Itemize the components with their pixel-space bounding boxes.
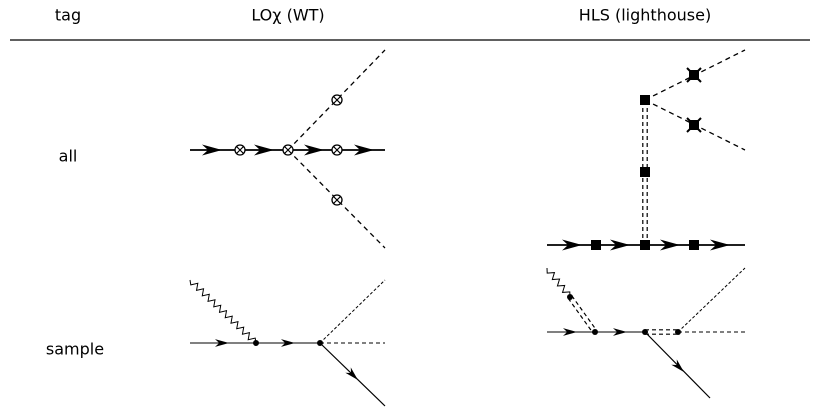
propagator bbox=[567, 297, 594, 334]
row-label: all bbox=[59, 147, 78, 166]
photon bbox=[546, 267, 571, 298]
square-vertex bbox=[591, 240, 601, 250]
vertex-dot bbox=[317, 340, 323, 346]
arrow-head bbox=[562, 239, 582, 251]
crossed-vertex-x bbox=[333, 96, 341, 104]
propagator bbox=[287, 149, 386, 249]
header-cell: LOχ (WT) bbox=[251, 6, 324, 25]
propagator bbox=[319, 279, 386, 344]
arrow-head bbox=[254, 144, 274, 156]
vertex-dot bbox=[675, 329, 681, 335]
square-vertex bbox=[689, 240, 699, 250]
propagator bbox=[677, 267, 746, 333]
arrow-head bbox=[710, 239, 730, 251]
arrow-head bbox=[660, 239, 680, 251]
square-vertex bbox=[640, 167, 650, 177]
crossed-vertex-x bbox=[333, 146, 341, 154]
vertex-dot bbox=[253, 340, 259, 346]
arrow-head bbox=[304, 144, 324, 156]
arrow-head bbox=[202, 144, 222, 156]
propagator bbox=[571, 295, 598, 332]
arrow-head bbox=[671, 359, 684, 372]
arrow-head bbox=[563, 328, 577, 336]
crossed-vertex-x bbox=[236, 146, 244, 154]
arrow-head bbox=[613, 328, 627, 336]
crossed-square bbox=[686, 117, 702, 133]
square-vertex bbox=[640, 240, 650, 250]
arrow-head bbox=[215, 339, 229, 347]
photon bbox=[189, 279, 257, 344]
crossed-square bbox=[686, 67, 702, 83]
header-cell: tag bbox=[55, 6, 81, 25]
header-cell: HLS (lighthouse) bbox=[579, 6, 711, 25]
crossed-vertex-x bbox=[284, 146, 292, 154]
arrow-head bbox=[281, 339, 295, 347]
vertex-dot bbox=[642, 329, 648, 335]
arrow-head bbox=[610, 239, 630, 251]
row-label: sample bbox=[46, 340, 104, 359]
arrow-head bbox=[345, 367, 358, 380]
arrow-head bbox=[354, 144, 374, 156]
crossed-vertex-x bbox=[333, 196, 341, 204]
square-vertex bbox=[640, 95, 650, 105]
vertex-dot bbox=[592, 329, 598, 335]
vertex-dot bbox=[567, 294, 573, 300]
